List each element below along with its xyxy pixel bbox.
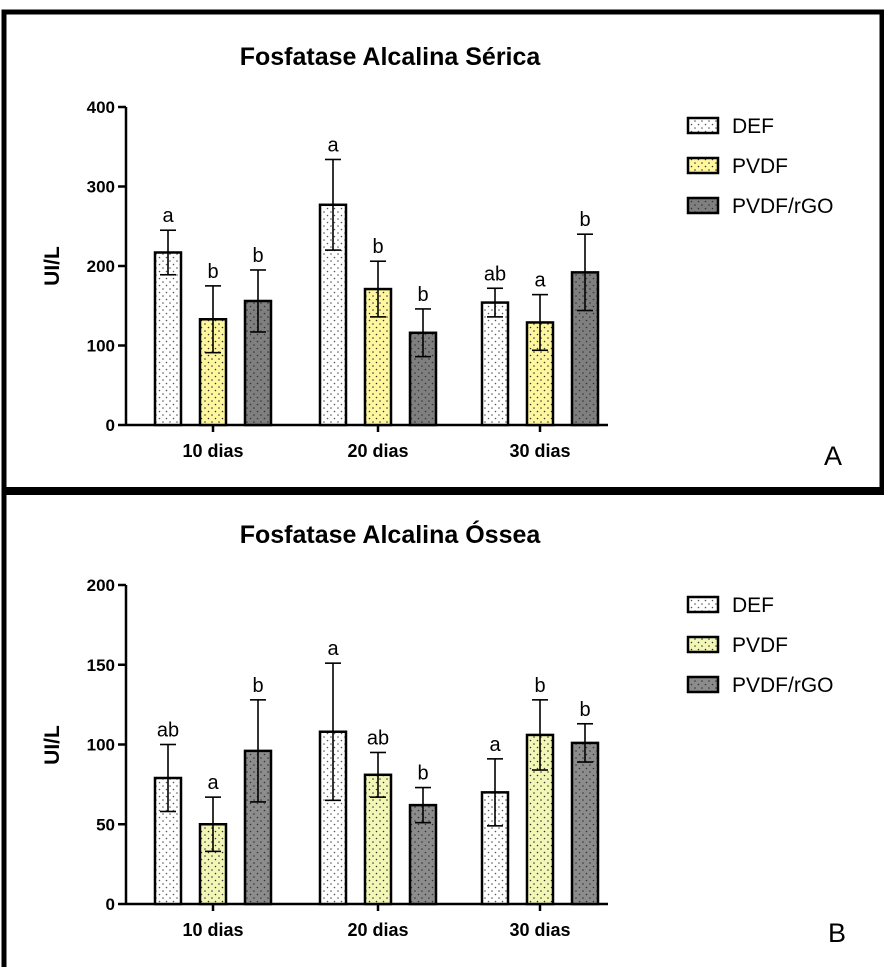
chart-a-x-tick-label: 30 dias	[509, 441, 570, 461]
chart-a-y-tick-label: 200	[87, 257, 115, 276]
chart-a-significance-label: b	[417, 284, 428, 306]
chart-b: Fosfatase Alcalina Óssea UI/L B 0 50 100 15…	[41, 519, 846, 948]
chart-b-y-tick-label: 150	[87, 656, 115, 675]
chart-a-significance-label: b	[207, 261, 218, 283]
chart-b-title: Fosfatase Alcalina Óssea	[240, 519, 542, 549]
chart-a-significance-label: a	[327, 134, 339, 156]
chart-a-legend: DEF PVDF PVDF/rGO	[686, 115, 834, 218]
chart-a-y-tick-label: 100	[87, 337, 115, 356]
chart-a: Fosfatase Alcalina Sérica UI/L A 0 100 200…	[41, 43, 842, 471]
chart-a-legend-label: PVDF/rGO	[732, 195, 834, 218]
chart-a-significance-label: a	[534, 270, 546, 292]
chart-b-significance-label: a	[327, 638, 339, 660]
chart-a-legend-swatch	[686, 116, 720, 135]
chart-a-legend-label: DEF	[732, 115, 774, 138]
chart-b-legend-swatch	[686, 595, 720, 614]
chart-b-significance-label: a	[489, 734, 501, 756]
chart-b-significance-label: b	[579, 699, 590, 721]
chart-a-x-tick-label: 20 dias	[347, 441, 408, 461]
chart-b-significance-label: b	[252, 675, 263, 697]
chart-b-ylabel: UI/L	[41, 725, 64, 765]
chart-a-y-tick-label: 400	[87, 98, 115, 117]
chart-b-legend-label: DEF	[732, 594, 774, 617]
chart-a-significance-label: b	[252, 245, 263, 267]
chart-a-x-tick-label: 10 dias	[182, 441, 243, 461]
chart-a-legend-swatch	[686, 196, 720, 215]
chart-b-x-tick-label: 20 dias	[347, 920, 408, 940]
panel-a-frame	[1, 9, 884, 493]
chart-b-x-tick-label: 10 dias	[182, 920, 243, 940]
chart-b-significance-label: ab	[157, 720, 179, 742]
chart-a-significance-label: ab	[484, 263, 506, 285]
chart-a-legend-swatch	[686, 156, 720, 175]
chart-b-legend-swatch	[686, 635, 720, 654]
chart-b-x-tick-label: 30 dias	[509, 920, 570, 940]
chart-b-legend-label: PVDF	[732, 634, 788, 657]
chart-a-y-tick-label: 300	[87, 178, 115, 197]
chart-b-significance-label: a	[207, 772, 219, 794]
chart-b-legend: DEF PVDF PVDF/rGO	[686, 594, 834, 697]
chart-a-legend-label: PVDF	[732, 155, 788, 178]
chart-b-y-tick-label: 50	[96, 815, 115, 834]
chart-a-title: Fosfatase Alcalina Sérica	[240, 43, 542, 71]
chart-b-significance-label: ab	[367, 727, 389, 749]
chart-a-bar	[480, 301, 510, 427]
chart-a-significance-label: b	[372, 236, 383, 258]
chart-a-ylabel: UI/L	[41, 246, 64, 286]
chart-b-significance-label: b	[417, 763, 428, 785]
chart-b-y-tick-label: 100	[87, 736, 115, 755]
chart-b-y-tick-label: 0	[106, 895, 115, 914]
chart-a-bar	[153, 251, 183, 427]
chart-b-legend-label: PVDF/rGO	[732, 674, 834, 697]
chart-b-significance-label: b	[534, 675, 545, 697]
chart-b-bar	[570, 741, 600, 906]
chart-a-significance-label: a	[162, 205, 174, 227]
chart-b-y-tick-label: 200	[87, 576, 115, 595]
chart-a-y-tick-label: 0	[106, 416, 115, 435]
chart-b-panel-label: B	[828, 918, 846, 948]
chart-a-bar	[198, 318, 228, 427]
chart-b-legend-swatch	[686, 675, 720, 694]
chart-a-panel-label: A	[824, 441, 842, 471]
chart-a-significance-label: b	[579, 209, 590, 231]
